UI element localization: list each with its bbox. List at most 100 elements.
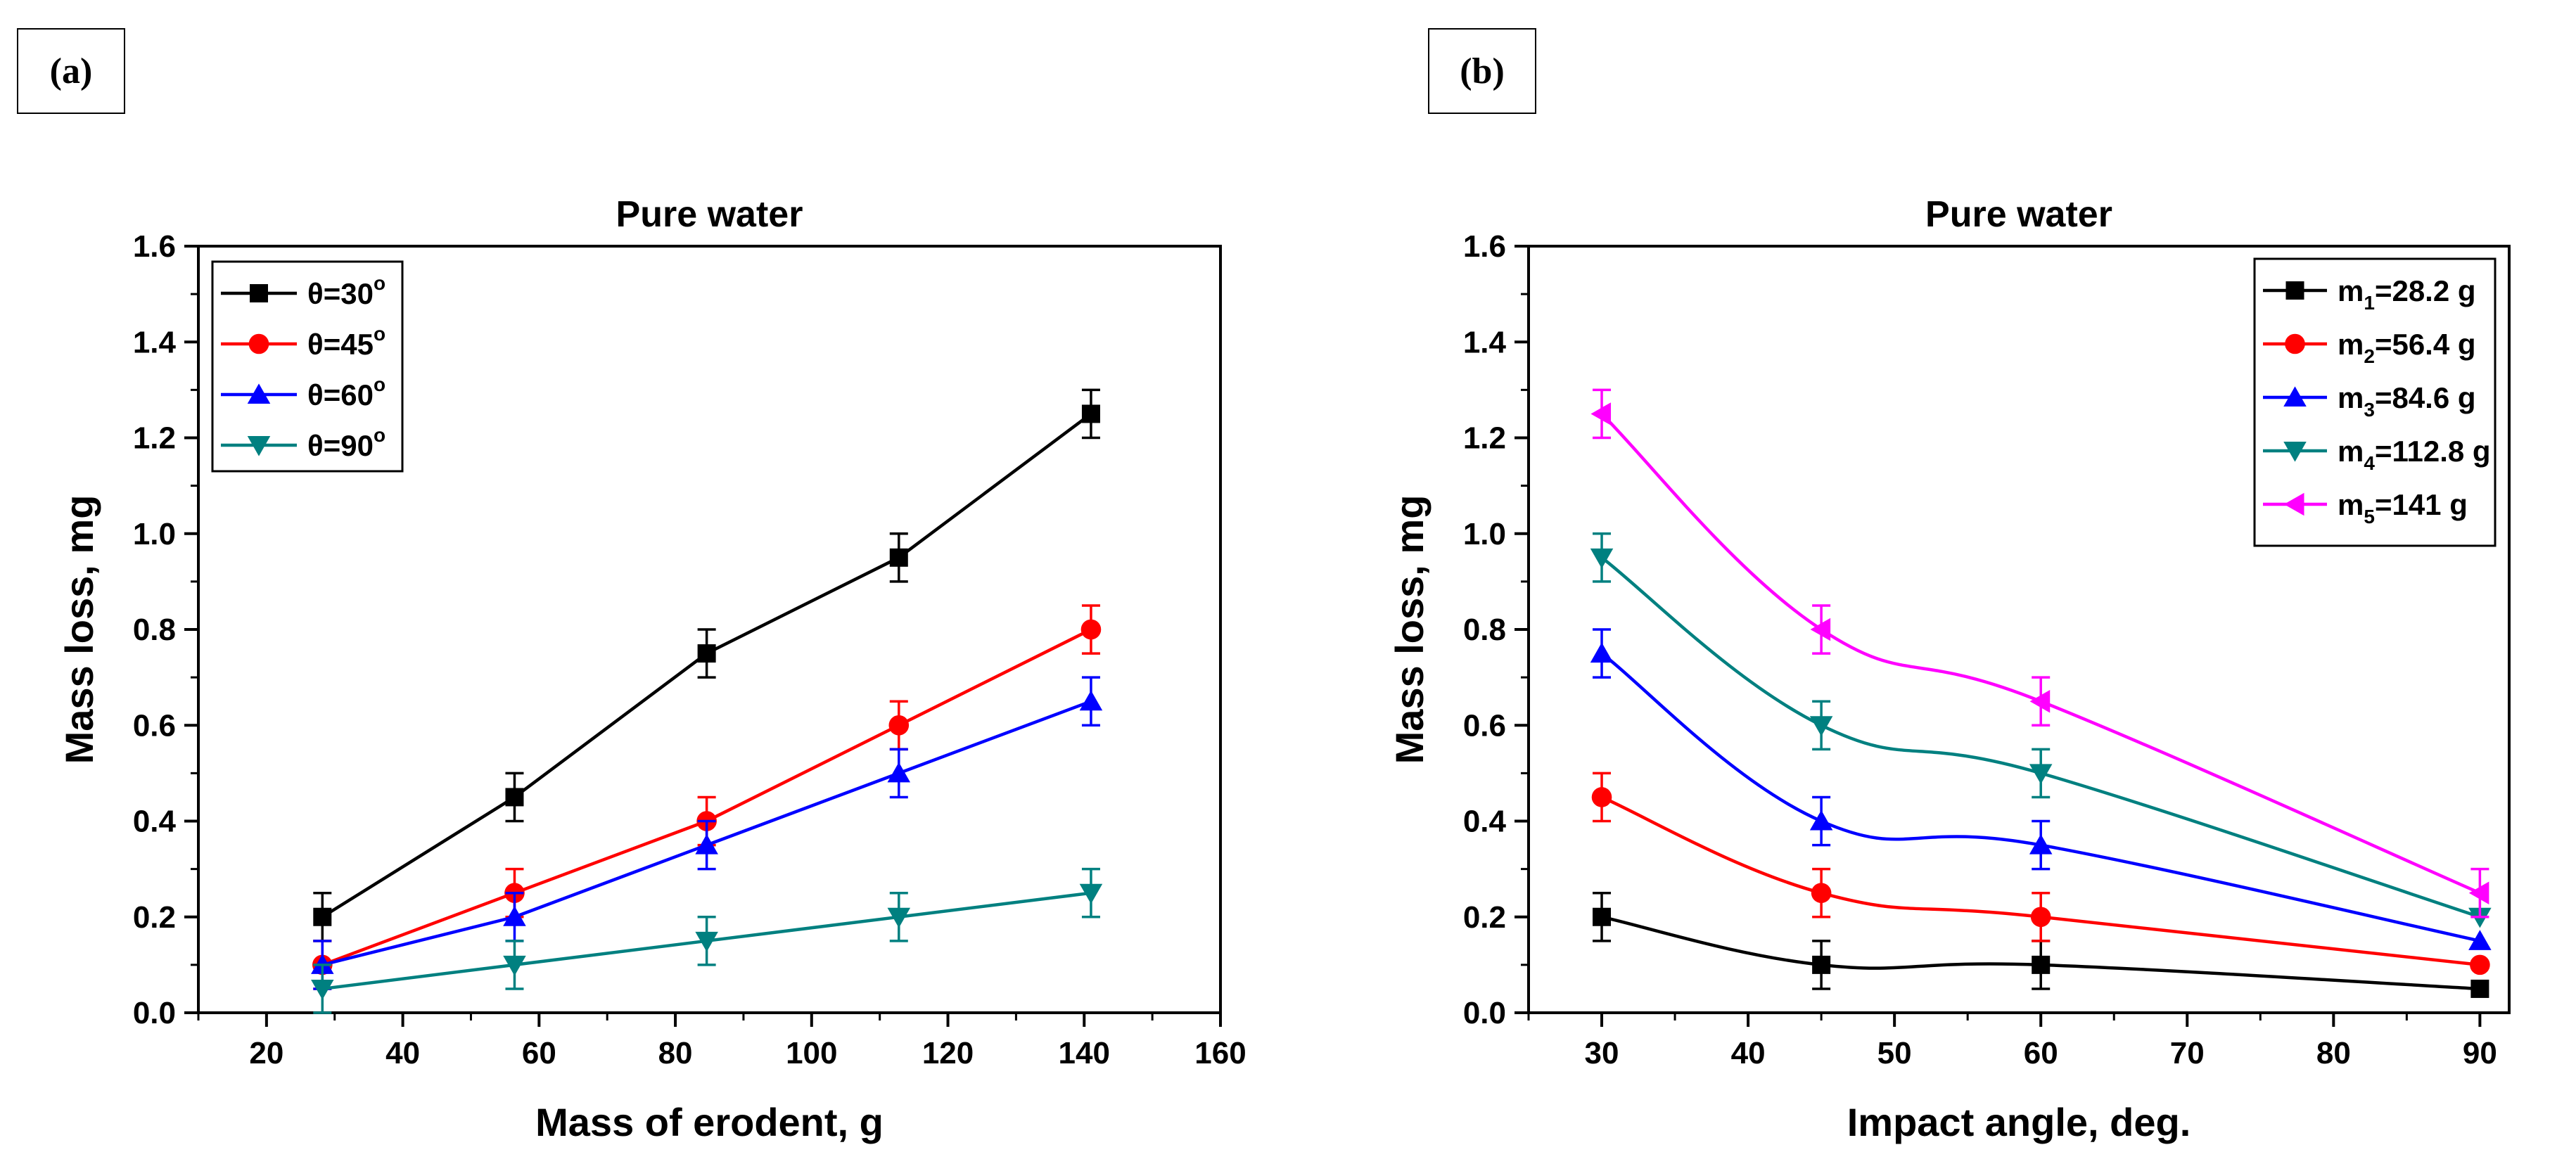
y-tick-label: 0.8 [1463, 613, 1506, 647]
data-point [1590, 402, 1612, 425]
legend-text: m [2338, 328, 2364, 361]
y-tick-label: 0.0 [133, 996, 176, 1030]
legend-text: =28.2 g [2375, 274, 2476, 307]
x-tick-label: 100 [786, 1036, 837, 1070]
data-point [887, 907, 911, 928]
series-line [1601, 915, 2480, 991]
legend-entry: m3=84.6 g [2338, 381, 2476, 421]
legend-box [211, 260, 404, 473]
data-point [1593, 907, 1612, 926]
series-0 [1593, 891, 2489, 998]
chart-title: Pure water [1925, 194, 2112, 235]
data-point [1809, 716, 1833, 736]
y-tick-label: 1.6 [133, 229, 176, 264]
data-point [2470, 954, 2490, 975]
legend-text: m [2338, 274, 2364, 307]
data-point [311, 979, 334, 1000]
series-3 [311, 867, 1103, 1014]
legend-text: m [2338, 488, 2364, 521]
data-point [1810, 618, 1831, 641]
y-tick-label: 1.0 [1463, 517, 1506, 551]
series-2 [1590, 628, 2492, 950]
legend-superscript: o [374, 272, 385, 294]
data-point [2468, 930, 2492, 950]
data-point [1811, 883, 1832, 903]
y-tick-label: 0.8 [133, 613, 176, 647]
data-point [1591, 787, 1612, 807]
x-tick-label: 70 [2170, 1036, 2205, 1070]
data-point [2468, 881, 2489, 904]
y-tick-label: 0.0 [1463, 996, 1506, 1030]
data-point [1812, 955, 1831, 974]
data-point [505, 788, 524, 807]
data-point [697, 644, 716, 663]
y-tick-label: 0.2 [1463, 900, 1506, 935]
panel-label-a: (a) [17, 28, 125, 114]
series-line [1600, 412, 2481, 895]
legend-marker [247, 436, 271, 456]
legend-entry: θ=30o [307, 272, 385, 310]
legend-marker [2283, 386, 2307, 407]
x-axis-label: Impact angle, deg. [1847, 1100, 2191, 1144]
x-tick-label: 120 [922, 1036, 974, 1070]
y-tick-label: 1.4 [133, 325, 177, 359]
series-line [1600, 556, 2481, 919]
legend-marker [2285, 333, 2305, 354]
x-tick-label: 160 [1194, 1036, 1246, 1070]
data-point [2032, 955, 2051, 974]
x-axis-label: Mass of erodent, g [535, 1100, 884, 1144]
legend-subscript: 3 [2364, 399, 2375, 421]
y-axis-label: Mass loss, mg [57, 495, 101, 764]
legend-text: =56.4 g [2375, 328, 2476, 361]
data-point [2029, 833, 2053, 855]
y-tick-label: 1.2 [133, 421, 176, 456]
data-point [1590, 642, 1614, 663]
series-1 [1591, 772, 2490, 975]
legend-text: θ=60 [307, 378, 374, 411]
legend-superscript: o [374, 424, 385, 446]
data-point [2029, 689, 2051, 713]
legend-superscript: o [374, 323, 385, 345]
legend-entry: m2=56.4 g [2338, 328, 2476, 367]
legend-subscript: 1 [2364, 292, 2375, 314]
legend-text: m [2338, 381, 2364, 414]
legend-text: =84.6 g [2375, 381, 2476, 414]
x-tick-label: 30 [1585, 1036, 1619, 1070]
y-tick-label: 0.6 [1463, 708, 1506, 743]
data-point [1079, 883, 1103, 904]
legend-superscript: o [374, 373, 385, 395]
legend-marker [2283, 492, 2304, 516]
legend-marker [2285, 281, 2304, 300]
legend-text: m [2338, 435, 2364, 468]
series-line [1601, 795, 2480, 967]
data-point [887, 762, 911, 783]
y-tick-label: 1.0 [133, 517, 176, 551]
legend-entry: m5=141 g [2338, 488, 2468, 527]
legend-subscript: 5 [2364, 506, 2375, 527]
legend-subscript: 2 [2364, 345, 2375, 367]
data-point [2470, 979, 2489, 998]
x-tick-label: 140 [1059, 1036, 1110, 1070]
data-point [2029, 764, 2053, 784]
data-point [503, 955, 526, 976]
data-point [1080, 619, 1102, 640]
x-tick-label: 80 [658, 1036, 693, 1070]
y-tick-label: 0.2 [133, 900, 176, 935]
x-tick-label: 40 [385, 1036, 420, 1070]
x-tick-label: 60 [522, 1036, 556, 1070]
series-line [1600, 652, 2480, 943]
x-tick-label: 50 [1877, 1036, 1912, 1070]
legend-entry: m1=28.2 g [2338, 274, 2476, 314]
chart-mass-of-erodent: Pure water 20 40 60 80 100 120 140 160 0.0 0.2 0.4 0… [57, 194, 1246, 1144]
legend-entry: θ=90o [307, 424, 385, 462]
x-tick-label: 90 [2463, 1036, 2497, 1070]
data-point [695, 833, 718, 855]
x-tick-label: 20 [249, 1036, 283, 1070]
y-tick-label: 1.2 [1463, 421, 1506, 456]
data-point [2030, 907, 2051, 928]
legend-text: =141 g [2375, 488, 2468, 521]
data-point [695, 931, 718, 952]
chart-impact-angle: Pure water 30 40 50 60 70 80 90 0.0 0.2 0.4 0.6 0.8 1… [1387, 194, 2511, 1144]
